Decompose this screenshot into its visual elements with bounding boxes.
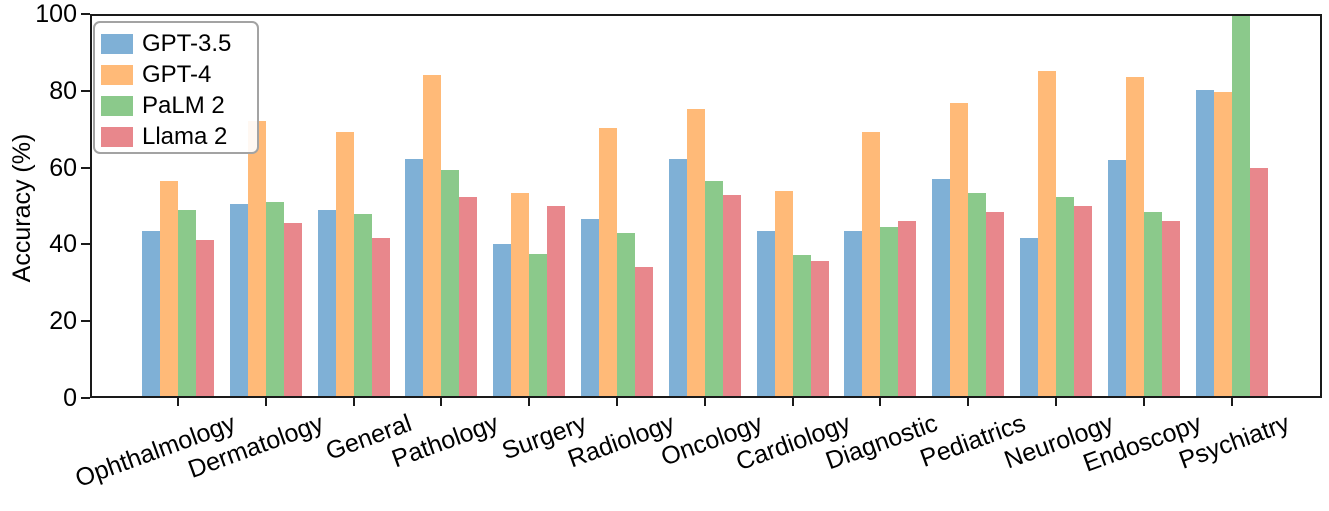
bar: [810, 261, 829, 396]
bar: [844, 230, 863, 396]
bar: [405, 158, 424, 396]
bar: [529, 253, 548, 396]
y-tick-label: 0: [63, 384, 77, 412]
bar: [1161, 221, 1180, 396]
bar: [1125, 76, 1144, 396]
bar: [265, 202, 284, 396]
bar: [1074, 206, 1092, 396]
bar: [229, 204, 248, 396]
bar: [423, 74, 442, 396]
x-tick-mark: [264, 398, 267, 406]
bar: [862, 131, 881, 396]
bar: [1231, 16, 1250, 396]
legend-swatch: [101, 33, 133, 54]
legend-item: Llama 2: [101, 121, 257, 152]
y-tick-mark: [81, 243, 90, 246]
bar: [511, 192, 530, 396]
bar: [581, 219, 599, 396]
y-tick-mark: [81, 89, 90, 92]
bar: [898, 221, 917, 396]
legend-swatch: [101, 95, 133, 116]
bar: [493, 244, 512, 396]
bar: [668, 158, 687, 396]
legend: GPT-3.5 GPT-4 PaLM 2 Llama 2: [93, 21, 259, 154]
bar: [968, 192, 987, 396]
bar: [635, 266, 653, 396]
bar: [1143, 211, 1162, 396]
plot-area: [90, 14, 1322, 398]
bar: [371, 238, 390, 396]
bar: [986, 211, 1005, 396]
x-tick-mark: [440, 398, 443, 406]
y-tick-label: 60: [49, 153, 77, 182]
bar: [774, 190, 793, 396]
bar: [792, 255, 811, 396]
bar: [353, 213, 372, 396]
y-axis-title: Accuracy (%): [8, 133, 36, 283]
bar: [617, 232, 635, 396]
bar: [142, 230, 160, 396]
bar: [247, 120, 266, 396]
x-tick-mark: [352, 398, 355, 406]
bar: [932, 179, 951, 396]
legend-swatch: [101, 126, 133, 147]
bar: [950, 103, 969, 396]
y-tick-label: 80: [49, 76, 77, 105]
bar: [756, 230, 775, 396]
bar: [599, 128, 617, 396]
x-tick-mark: [528, 398, 531, 406]
x-tick-mark: [879, 398, 882, 406]
bar: [1195, 90, 1214, 396]
bar: [1107, 160, 1126, 396]
bar: [1020, 238, 1038, 396]
y-tick-mark: [81, 13, 90, 15]
y-tick-mark: [81, 397, 90, 399]
bar: [722, 194, 741, 396]
bar: [196, 240, 214, 396]
bar: [178, 209, 196, 396]
bar: [686, 109, 705, 396]
x-tick-mark: [616, 398, 618, 406]
x-tick-mark: [1142, 398, 1145, 406]
bar: [1249, 168, 1268, 396]
legend-item: GPT-3.5: [101, 28, 257, 59]
bar: [547, 206, 566, 396]
y-tick-label: 100: [35, 0, 77, 28]
bar: [1056, 196, 1074, 396]
bar: [283, 223, 302, 396]
bar: [1213, 92, 1232, 396]
legend-label: PaLM 2: [142, 91, 225, 119]
x-tick-mark: [703, 398, 706, 406]
legend-swatch: [101, 64, 133, 85]
legend-label: GPT-4: [142, 60, 212, 88]
x-tick-mark: [1230, 398, 1233, 406]
bar: [160, 181, 178, 396]
bar: [335, 131, 354, 396]
y-tick-label: 40: [49, 230, 77, 259]
x-tick-mark: [791, 398, 794, 406]
legend-item: GPT-4: [101, 59, 257, 90]
bar: [1038, 71, 1056, 396]
bar: [704, 181, 723, 396]
y-tick-mark: [81, 320, 90, 323]
legend-label: Llama 2: [142, 122, 228, 150]
bar: [441, 169, 460, 396]
bar: [880, 226, 899, 396]
legend-label: GPT-3.5: [142, 29, 232, 57]
legend-item: PaLM 2: [101, 90, 257, 121]
x-tick-mark: [967, 398, 970, 406]
bar: [459, 196, 478, 396]
x-tick-mark: [177, 398, 179, 406]
y-tick-mark: [81, 166, 90, 169]
y-tick-label: 20: [49, 307, 77, 336]
x-tick-mark: [1055, 398, 1057, 406]
bar: [317, 209, 336, 396]
